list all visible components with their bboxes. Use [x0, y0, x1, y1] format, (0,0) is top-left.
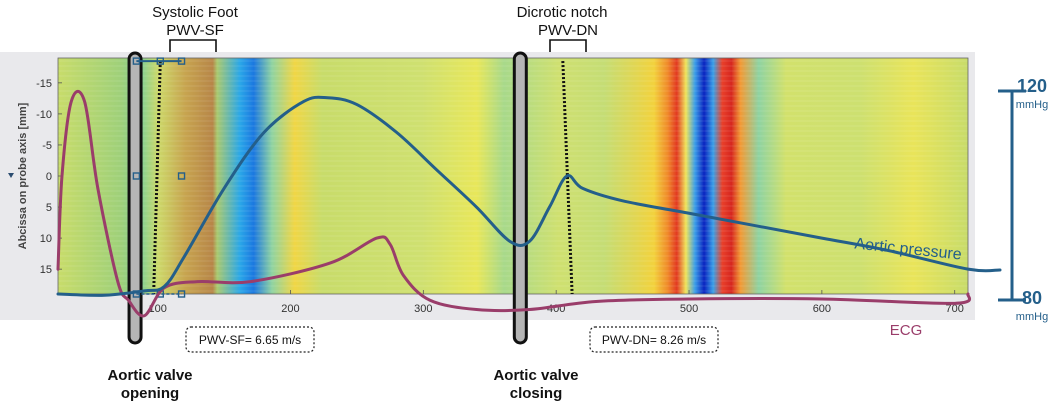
- valve-opening-line1: Aortic valve: [107, 367, 192, 384]
- x-tick-label: 600: [813, 303, 831, 315]
- y-tick-label: -15: [36, 78, 52, 90]
- x-tick-label: 200: [281, 303, 299, 315]
- pressure-low-unit: mmHg: [1016, 311, 1048, 323]
- ecg-label: ECG: [890, 322, 923, 339]
- pwv-sf-velocity-line: [152, 61, 162, 295]
- dicrotic-notch-title: Dicrotic notch: [517, 4, 608, 21]
- pwv-dn-bracket: [549, 39, 587, 52]
- series-layer: [56, 89, 1002, 318]
- x-ticks: 100 200 300 400 500 600 700: [148, 290, 964, 315]
- aortic-pressure-line: [56, 95, 1002, 297]
- systolic-foot-title: Systolic Foot: [152, 4, 239, 21]
- velocity-lines: [152, 61, 574, 295]
- x-tick-label: 300: [414, 303, 432, 315]
- pwv-dn-label: PWV-DN: [538, 22, 598, 39]
- x-tick-label: 500: [680, 303, 698, 315]
- pwv-dn-box: [589, 326, 719, 353]
- pressure-high: 120: [1017, 76, 1047, 96]
- axis-arrow-icon: [8, 173, 14, 178]
- y-tick-label: 0: [46, 171, 52, 183]
- pressure-low: 80: [1022, 288, 1042, 308]
- y-ticks: -15 -10 -5 0 5 10 15: [36, 78, 62, 276]
- y-axis-label: Abcissa on probe axis [mm]: [17, 102, 29, 249]
- valve-closing-line1: Aortic valve: [493, 367, 578, 384]
- pwv-sf-box: [185, 326, 315, 353]
- sf-handle: [156, 57, 164, 65]
- x-tick-label: 700: [946, 303, 964, 315]
- sf-handle: [132, 57, 141, 65]
- pressure-high-unit: mmHg: [1016, 99, 1048, 111]
- valve-closing-line2: closing: [510, 385, 563, 402]
- sf-handle: [177, 290, 186, 298]
- sf-handle: [177, 172, 186, 180]
- valve-opening-bar: [127, 51, 143, 345]
- ecg-line: [56, 89, 972, 318]
- pwv-sf-value: PWV-SF= 6.65 m/s: [199, 333, 301, 347]
- y-tick-label: 5: [46, 202, 52, 214]
- y-tick-label: -5: [42, 140, 52, 152]
- pwv-sf-label: PWV-SF: [166, 22, 224, 39]
- y-tick-label: 10: [40, 233, 52, 245]
- pressure-scale: [998, 89, 1026, 302]
- pwv-dn-value: PWV-DN= 8.26 m/s: [602, 333, 706, 347]
- pwv-dn-velocity-line: [561, 61, 574, 295]
- valve-opening-line2: opening: [121, 385, 179, 402]
- valve-bars: [127, 51, 528, 345]
- y-tick-label: 15: [40, 264, 52, 276]
- valve-closing-bar: [512, 51, 528, 345]
- sf-handle: [177, 57, 186, 65]
- systolic-foot-markers: [132, 57, 186, 298]
- y-tick-label: -10: [36, 109, 52, 121]
- sf-handle: [132, 172, 141, 180]
- pwv-sf-bracket: [169, 39, 217, 52]
